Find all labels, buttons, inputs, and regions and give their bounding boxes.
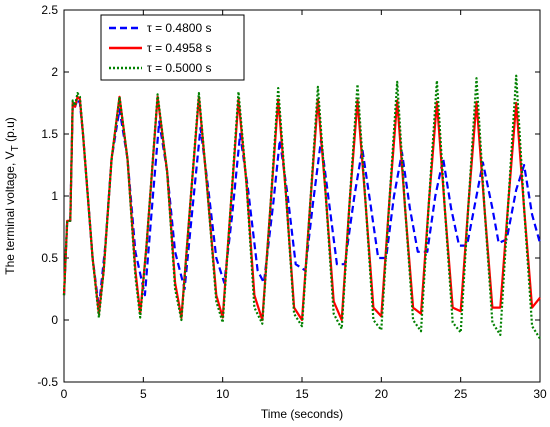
legend-label-1: τ = 0.4958 s bbox=[147, 41, 211, 55]
legend: τ = 0.4800 s τ = 0.4958 s τ = 0.5000 s bbox=[100, 14, 245, 81]
series-line-0 bbox=[62, 98, 542, 309]
series-line-2 bbox=[62, 74, 541, 340]
x-tick-label: 30 bbox=[533, 387, 547, 401]
y-tick-label: 2.5 bbox=[41, 3, 58, 17]
x-tick-label: 15 bbox=[295, 387, 309, 401]
x-tick-label: 25 bbox=[454, 387, 468, 401]
y-tick-label: -0.5 bbox=[37, 375, 58, 389]
y-axis-label-suffix: (p.u) bbox=[3, 117, 17, 145]
legend-label-0: τ = 0.4800 s bbox=[147, 21, 211, 35]
x-tick-label: 20 bbox=[375, 387, 389, 401]
legend-label-2: τ = 0.5000 s bbox=[147, 61, 211, 75]
axis-ticks: 0 5 10 15 20 25 30-0.500.511.522.5 bbox=[37, 3, 547, 401]
x-axis-label: Time (seconds) bbox=[261, 407, 343, 421]
y-axis-label-main: The terminal voltage, V bbox=[3, 151, 17, 274]
y-axis-label: The terminal voltage, VT (p.u) bbox=[3, 117, 21, 275]
y-axis-label-subscript: T bbox=[10, 145, 21, 151]
series-group bbox=[62, 74, 542, 340]
y-tick-label: 0 bbox=[51, 313, 58, 327]
y-tick-label: 2 bbox=[51, 65, 58, 79]
y-tick-label: 1.5 bbox=[41, 127, 58, 141]
y-tick-label: 0.5 bbox=[41, 251, 58, 265]
x-tick-label: 0 bbox=[61, 387, 68, 401]
y-tick-label: 1 bbox=[51, 189, 58, 203]
x-tick-label: 10 bbox=[216, 387, 230, 401]
x-tick-label: 5 bbox=[140, 387, 147, 401]
